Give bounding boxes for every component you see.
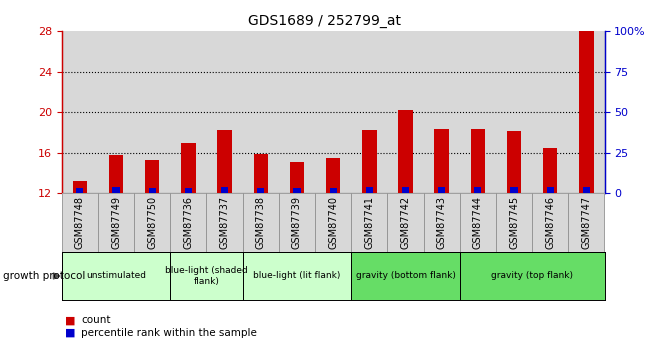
Bar (62, 193, 98, 252)
Bar (217, 130, 232, 193)
Bar (98, 193, 134, 252)
Bar (254, 154, 268, 193)
Bar (330, 188, 337, 193)
Bar (62, 252, 170, 300)
Text: GSM87736: GSM87736 (183, 196, 194, 249)
Bar (424, 193, 460, 252)
Bar (387, 193, 424, 252)
Bar (460, 193, 496, 252)
Text: GSM87748: GSM87748 (75, 196, 85, 249)
Text: count: count (81, 315, 110, 325)
Text: gravity (bottom flank): gravity (bottom flank) (356, 272, 456, 280)
Bar (362, 130, 376, 193)
Bar (290, 162, 304, 193)
Bar (510, 187, 517, 193)
Text: GSM87738: GSM87738 (255, 196, 266, 249)
Bar (293, 188, 300, 193)
Bar (438, 187, 445, 193)
Bar (170, 193, 207, 252)
Bar (351, 193, 387, 252)
Bar (532, 193, 568, 252)
Text: blue-light (shaded
flank): blue-light (shaded flank) (165, 266, 248, 286)
Bar (149, 188, 156, 193)
Text: GSM87743: GSM87743 (437, 196, 447, 249)
Bar (579, 31, 593, 193)
Bar (474, 187, 482, 193)
Bar (112, 187, 120, 193)
Bar (547, 187, 554, 193)
Bar (366, 187, 373, 193)
Bar (279, 193, 315, 252)
Bar (460, 252, 604, 300)
Bar (181, 142, 196, 193)
Text: gravity (top flank): gravity (top flank) (491, 272, 573, 280)
Bar (326, 158, 341, 193)
Text: GSM87750: GSM87750 (147, 196, 157, 249)
Bar (73, 181, 87, 193)
Text: GDS1689 / 252799_at: GDS1689 / 252799_at (248, 14, 402, 28)
Bar (351, 252, 460, 300)
Text: ■: ■ (65, 328, 75, 338)
Bar (170, 252, 242, 300)
Bar (496, 193, 532, 252)
Bar (543, 148, 558, 193)
Bar (398, 110, 413, 193)
Text: unstimulated: unstimulated (86, 272, 146, 280)
Text: GSM87740: GSM87740 (328, 196, 338, 249)
Bar (257, 188, 265, 193)
Text: GSM87749: GSM87749 (111, 196, 121, 249)
Text: GSM87741: GSM87741 (364, 196, 374, 249)
Text: GSM87747: GSM87747 (581, 196, 592, 249)
Bar (507, 131, 521, 193)
Bar (145, 160, 159, 193)
Text: GSM87737: GSM87737 (220, 196, 229, 249)
Text: growth protocol: growth protocol (3, 271, 86, 281)
Text: GSM87739: GSM87739 (292, 196, 302, 249)
Bar (221, 187, 228, 193)
Text: GSM87742: GSM87742 (400, 196, 411, 249)
Text: percentile rank within the sample: percentile rank within the sample (81, 328, 257, 338)
Bar (315, 193, 351, 252)
Bar (402, 187, 409, 193)
Bar (568, 193, 604, 252)
Text: GSM87744: GSM87744 (473, 196, 483, 249)
Text: GSM87746: GSM87746 (545, 196, 555, 249)
Bar (185, 188, 192, 193)
Bar (434, 129, 449, 193)
Bar (242, 193, 279, 252)
Text: ■: ■ (65, 315, 75, 325)
Bar (134, 193, 170, 252)
Text: blue-light (lit flank): blue-light (lit flank) (254, 272, 341, 280)
Bar (242, 252, 351, 300)
Bar (471, 129, 485, 193)
Bar (76, 188, 83, 193)
Bar (583, 187, 590, 193)
Text: GSM87745: GSM87745 (509, 196, 519, 249)
Bar (109, 155, 124, 193)
Bar (207, 193, 242, 252)
